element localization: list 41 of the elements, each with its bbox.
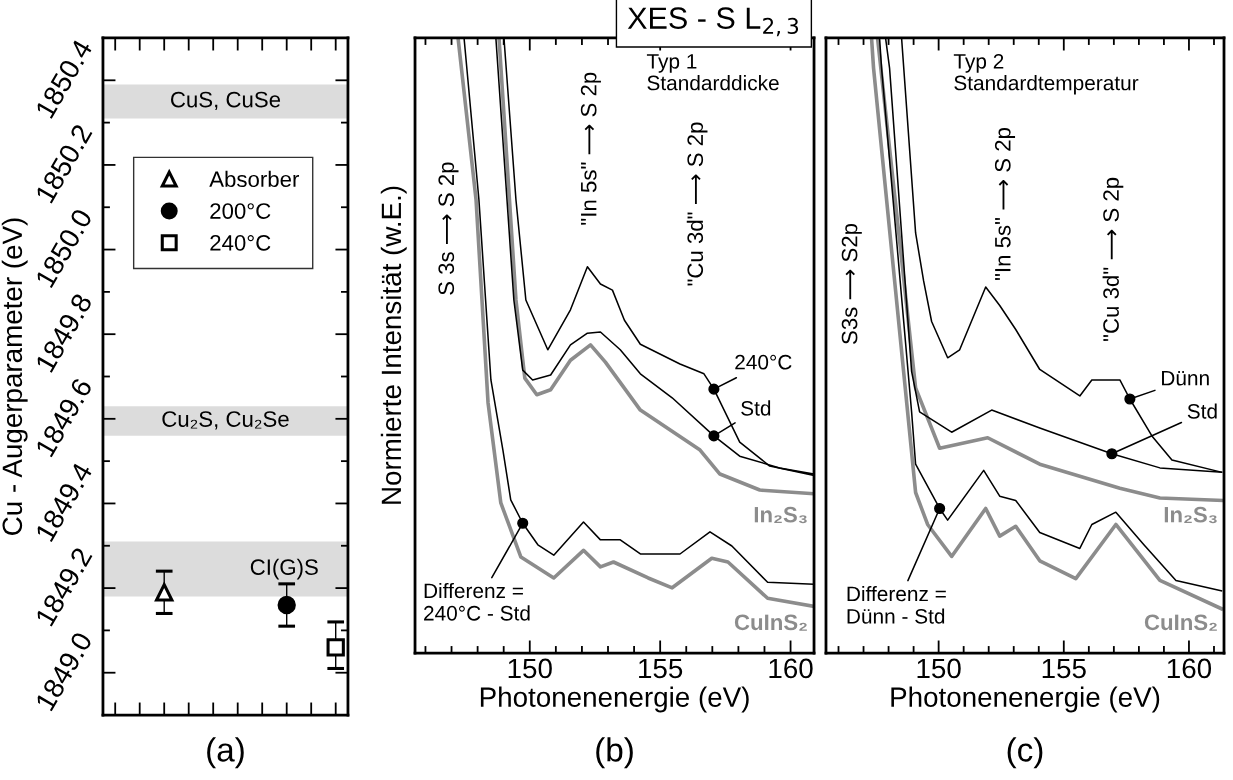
annotation: S3s ⟶ S2p (841, 223, 862, 344)
point (326, 638, 345, 657)
series-label: CuInS₂ (1144, 614, 1217, 631)
x-tick-label: 160 (769, 658, 813, 679)
band-label: CI(G)S (250, 558, 318, 580)
x-axis-title: Photonenenergie (eV) (480, 686, 749, 713)
x-tick-label: 155 (1042, 658, 1086, 679)
series-label: CuInS₂ (734, 614, 807, 631)
series-label: In₂S₃ (754, 506, 807, 524)
series-label: Differenz = 240°C - Std (424, 582, 530, 621)
text: (a) (207, 737, 244, 769)
text: (c) (1007, 737, 1043, 769)
series-label: In₂S₃ (1164, 506, 1217, 524)
annotation: "Cu 3d" ⟶ S 2p (686, 122, 708, 286)
legend-label: 200°C (210, 203, 271, 219)
x-tick-label: 150 (508, 658, 552, 679)
legend-label: Absorber (209, 170, 300, 188)
annotation: "In 5s" ⟶ S 2p (580, 72, 601, 225)
chart-title: XES - S L$_{2,3}$ (627, 7, 799, 37)
band-label: Cu₂S, Cu₂Se (162, 411, 289, 430)
legend-label: 240°C (210, 235, 271, 251)
annotation: S 3s ⟶ S 2p (438, 162, 459, 295)
y-axis-title: Cu - Augerparameter (eV) (1, 218, 28, 535)
x-axis-title: Photonenenergie (eV) (891, 686, 1160, 713)
point (155, 583, 174, 602)
annotation: "Cu 3d" ⟶ S 2p (1102, 177, 1124, 341)
text: Std (1187, 403, 1217, 419)
series-label: Dünn (1162, 371, 1209, 386)
band-label: CuS, CuSe (171, 91, 281, 111)
x-tick-label: 150 (917, 658, 961, 679)
annotation: "In 5s" ⟶ S 2p (994, 128, 1016, 281)
y-axis-title: Normierte Intensität (w.E.) (380, 186, 407, 504)
text: Differenz = Dünn - Std (847, 585, 946, 624)
annotation: Typ 2 Standardtemperatur (953, 53, 1139, 95)
point (277, 595, 296, 615)
text: (b) (596, 737, 633, 769)
annotation: Typ 1 Standarddicke (646, 54, 779, 91)
x-tick-label: 160 (1167, 658, 1212, 679)
x-tick-label: 155 (639, 658, 683, 679)
series-label: Std (741, 400, 771, 416)
series-label: 240°C (735, 354, 792, 370)
